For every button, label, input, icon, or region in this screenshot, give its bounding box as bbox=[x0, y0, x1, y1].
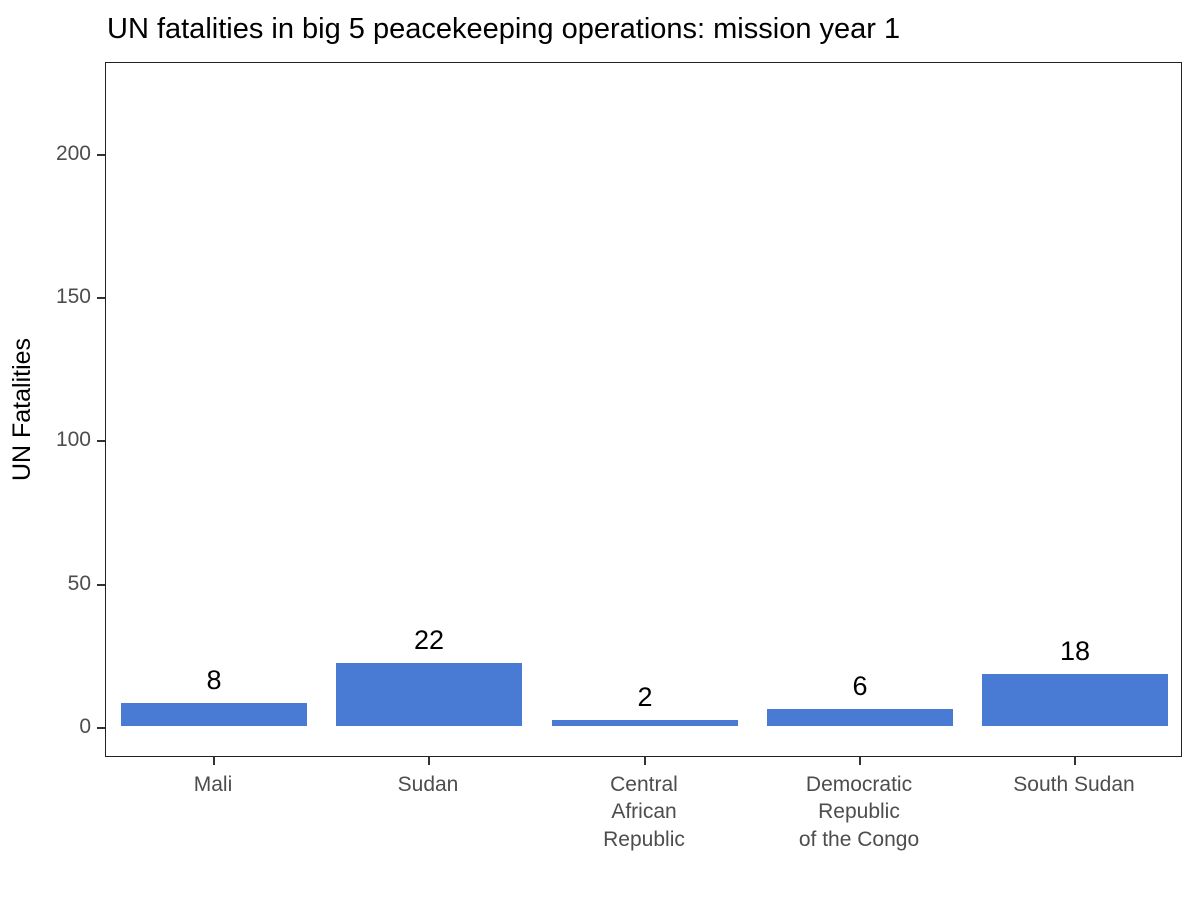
x-tick-mark bbox=[859, 757, 861, 765]
y-tick-label: 50 bbox=[67, 572, 91, 595]
x-tick-label: Democratic Republic of the Congo bbox=[798, 773, 920, 851]
y-axis-title: UN Fatalities bbox=[6, 62, 40, 757]
y-tick-label: 150 bbox=[55, 285, 91, 308]
bar-value-label: 8 bbox=[206, 665, 222, 695]
bar-3 bbox=[552, 720, 738, 726]
chart-title: UN fatalities in big 5 peacekeeping oper… bbox=[107, 13, 901, 45]
y-tick-mark bbox=[97, 154, 105, 156]
bar-2 bbox=[336, 663, 522, 726]
bar-value-label: 2 bbox=[637, 682, 653, 712]
y-tick-label: 100 bbox=[55, 428, 91, 451]
bar-5 bbox=[982, 674, 1168, 726]
bar-value-label: 6 bbox=[852, 671, 868, 701]
x-tick-label: Mali bbox=[193, 773, 233, 796]
y-tick-mark bbox=[97, 440, 105, 442]
y-tick-label: 200 bbox=[55, 142, 91, 165]
bar-value-label: 18 bbox=[1059, 636, 1091, 666]
bar-4 bbox=[767, 709, 953, 726]
y-axis-title-text: UN Fatalities bbox=[8, 337, 37, 482]
x-tick-label: South Sudan bbox=[1013, 773, 1135, 796]
x-tick-mark bbox=[213, 757, 215, 765]
x-tick-mark bbox=[428, 757, 430, 765]
x-tick-label: Central African Republic bbox=[603, 773, 685, 851]
y-tick-label: 0 bbox=[79, 715, 91, 738]
y-tick-mark bbox=[97, 727, 105, 729]
bar-value-label: 22 bbox=[413, 625, 445, 655]
y-tick-mark bbox=[97, 584, 105, 586]
bar-1 bbox=[121, 703, 307, 726]
y-tick-mark bbox=[97, 297, 105, 299]
plot-panel: 8 22 2 6 18 bbox=[105, 62, 1182, 757]
x-tick-mark bbox=[1074, 757, 1076, 765]
x-tick-label: Sudan bbox=[397, 773, 459, 796]
x-tick-mark bbox=[644, 757, 646, 765]
